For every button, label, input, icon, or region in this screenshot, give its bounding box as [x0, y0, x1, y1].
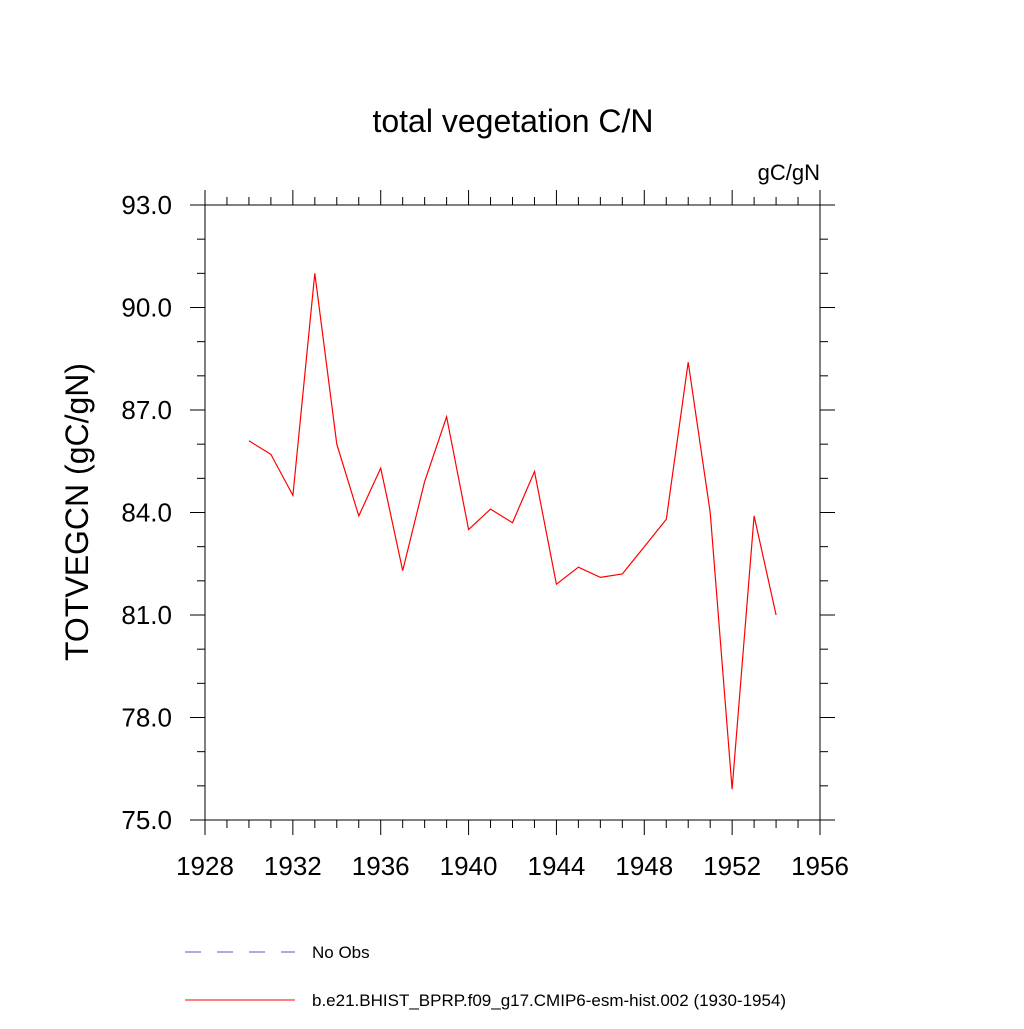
series-layer: [248, 273, 777, 790]
x-tick-label: 1952: [703, 851, 761, 881]
data-point: [468, 529, 469, 530]
x-tick-label: 1944: [528, 851, 586, 881]
y-tick-label: 87.0: [121, 395, 172, 425]
x-tick-label: 1948: [615, 851, 673, 881]
y-tick-label: 81.0: [121, 600, 172, 630]
y-tick-label: 90.0: [121, 293, 172, 323]
data-point: [292, 495, 293, 496]
data-point: [402, 570, 403, 571]
legend-label: b.e21.BHIST_BPRP.f09_g17.CMIP6-esm-hist.…: [312, 991, 786, 1010]
data-point: [358, 515, 359, 516]
legend-label: No Obs: [312, 943, 370, 962]
x-tick-label: 1928: [176, 851, 234, 881]
data-point: [578, 567, 579, 568]
plot-frame: [204, 204, 821, 821]
data-point: [666, 519, 667, 520]
data-point: [380, 467, 381, 468]
axis-ticks: 1928 1932 1936 1940 1944 1948 1952 1956 75.0 78.0…: [121, 190, 849, 881]
x-tick-label: 1956: [791, 851, 849, 881]
y-tick-label: 93.0: [121, 190, 172, 220]
data-point: [600, 577, 601, 578]
data-point: [270, 454, 271, 455]
units-label: gC/gN: [758, 160, 820, 185]
data-point: [314, 273, 315, 274]
chart-title: total vegetation C/N: [372, 103, 653, 139]
legend: No Obs b.e21.BHIST_BPRP.f09_g17.CMIP6-esm…: [185, 943, 786, 1010]
data-point: [534, 471, 535, 472]
y-tick-label: 84.0: [121, 498, 172, 528]
data-point: [754, 515, 755, 516]
data-point: [424, 481, 425, 482]
data-point: [775, 614, 776, 615]
data-point: [446, 416, 447, 417]
data-point: [644, 546, 645, 547]
data-point: [336, 444, 337, 445]
x-tick-label: 1940: [440, 851, 498, 881]
y-tick-label: 75.0: [121, 805, 172, 835]
data-point: [622, 573, 623, 574]
y-tick-label: 78.0: [121, 703, 172, 733]
data-point: [732, 789, 733, 790]
data-point: [688, 362, 689, 363]
x-tick-label: 1936: [352, 851, 410, 881]
data-point: [556, 584, 557, 585]
series-line: [248, 273, 777, 790]
data-point: [710, 512, 711, 513]
data-point: [490, 508, 491, 509]
data-point: [248, 440, 249, 441]
y-axis-label: TOTVEGCN (gC/gN): [59, 363, 95, 661]
x-tick-label: 1932: [264, 851, 322, 881]
data-point: [512, 522, 513, 523]
